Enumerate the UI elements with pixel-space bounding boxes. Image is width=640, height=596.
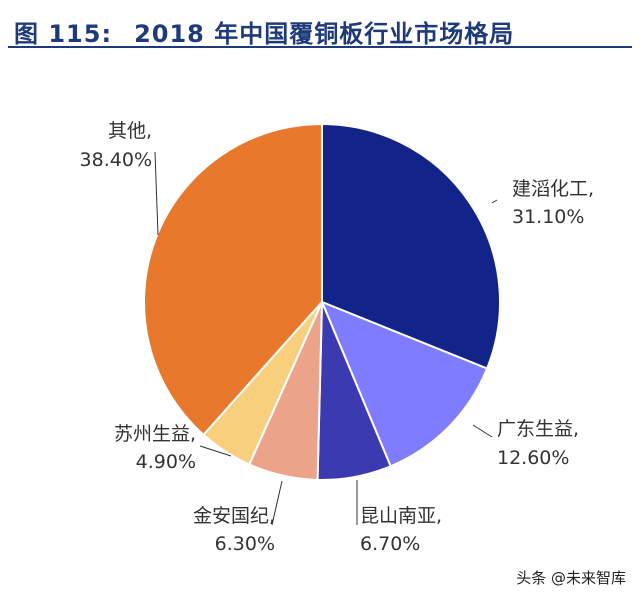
leader-line-5 bbox=[199, 445, 232, 457]
slice-label-2: 广东生益, bbox=[497, 418, 579, 440]
figure-header: 图 115: 2018 年中国覆铜板行业市场格局 bbox=[8, 12, 632, 48]
chart-title: 2018 年中国覆铜板行业市场格局 bbox=[134, 20, 515, 48]
slice-label-4: 金安国纪, bbox=[193, 505, 275, 527]
slice-label-1: 建滔化工, bbox=[512, 178, 594, 200]
pie-slice-2 bbox=[320, 300, 489, 468]
watermark-text: 头条 @未来智库 bbox=[516, 569, 626, 587]
figure-number: 图 115: bbox=[14, 20, 113, 48]
pie-slice-6 bbox=[143, 122, 323, 437]
slice-value-label-6: 38.40% bbox=[80, 149, 152, 171]
slice-value-label-3: 6.70% bbox=[360, 533, 420, 555]
slice-label-5: 苏州生益, bbox=[114, 423, 196, 445]
leader-line-4 bbox=[271, 480, 283, 526]
figure-title: 图 115: 2018 年中国覆铜板行业市场格局 bbox=[14, 14, 514, 49]
slice-value-label-4: 6.30% bbox=[215, 533, 275, 555]
slice-label-3: 昆山南亚, bbox=[360, 505, 442, 527]
slice-label-6: 其他, bbox=[108, 120, 152, 142]
leader-line-1 bbox=[491, 199, 498, 204]
pie-slice-1 bbox=[321, 122, 501, 370]
slice-value-label-5: 4.90% bbox=[136, 451, 196, 473]
slice-value-label-2: 12.60% bbox=[497, 447, 569, 469]
slice-value-label-1: 31.10% bbox=[512, 206, 584, 228]
leader-line-6 bbox=[154, 151, 159, 236]
leader-line-2 bbox=[472, 424, 493, 438]
